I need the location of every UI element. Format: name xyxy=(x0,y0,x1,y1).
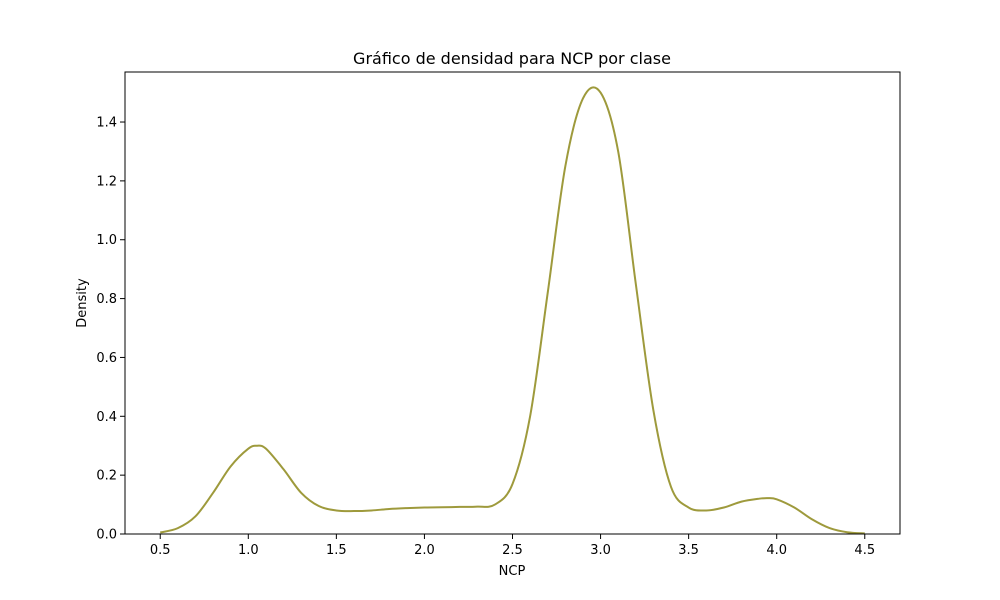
y-tick-label: 0.6 xyxy=(96,351,117,366)
x-tick-label: 4.5 xyxy=(854,543,875,558)
x-axis: 0.5 1.0 1.5 2.0 2.5 3.0 3.5 4.0 4.5 xyxy=(150,534,875,558)
x-axis-label: NCP xyxy=(499,564,526,579)
y-tick-label: 0.0 xyxy=(96,528,117,543)
y-tick-label: 1.0 xyxy=(96,233,117,248)
series-layer xyxy=(159,86,865,535)
y-tick-label: 0.2 xyxy=(96,469,117,484)
y-axis: 0.0 0.2 0.4 0.6 0.8 1.0 1.2 1.4 xyxy=(96,116,125,543)
y-tick-label: 0.8 xyxy=(96,292,117,307)
x-tick-label: 2.0 xyxy=(414,543,435,558)
x-tick-label: 1.5 xyxy=(326,543,347,558)
chart-title: Gráfico de densidad para NCP por clase xyxy=(353,49,671,68)
y-tick-label: 1.2 xyxy=(96,174,117,189)
x-tick-label: 0.5 xyxy=(150,543,171,558)
y-tick-label: 1.4 xyxy=(96,116,117,131)
x-tick-label: 3.0 xyxy=(590,543,611,558)
y-tick-label: 0.4 xyxy=(96,410,117,425)
y-axis-label: Density xyxy=(75,278,90,328)
density-line-0 xyxy=(159,86,865,535)
x-tick-label: 1.0 xyxy=(238,543,259,558)
x-tick-label: 2.5 xyxy=(502,543,523,558)
x-tick-label: 4.0 xyxy=(766,543,787,558)
x-tick-label: 3.5 xyxy=(678,543,699,558)
plot-background xyxy=(125,72,900,534)
